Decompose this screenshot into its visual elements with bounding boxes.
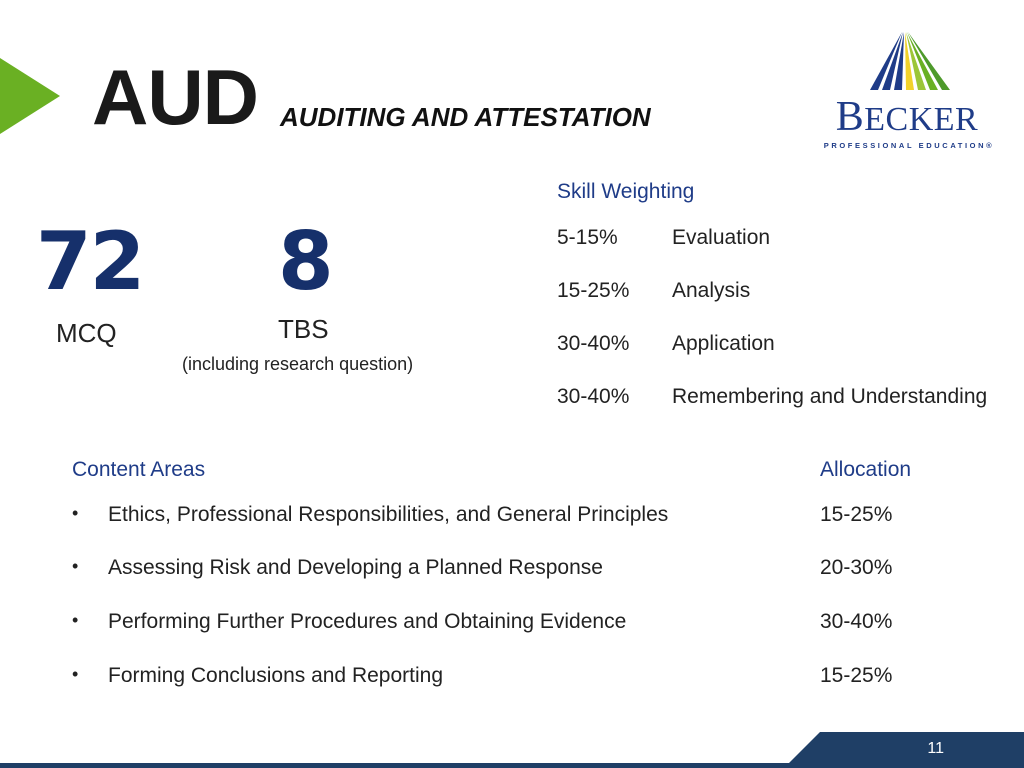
mcq-label: MCQ bbox=[56, 318, 117, 348]
content-area-name: Assessing Risk and Developing a Planned … bbox=[108, 556, 603, 579]
bullet-icon: • bbox=[72, 664, 79, 684]
logo-wordmark: BECKER bbox=[816, 96, 998, 138]
content-area-name: Forming Conclusions and Reporting bbox=[108, 664, 444, 687]
logo-mark-icon bbox=[870, 32, 950, 90]
footer-tab bbox=[784, 732, 1024, 768]
content-area-allocation: 15-25% bbox=[820, 664, 893, 687]
skill-pct: 30-40% bbox=[557, 332, 630, 355]
skill-name: Application bbox=[672, 332, 775, 355]
logo-name-rest: ECKER bbox=[864, 101, 979, 138]
skill-name: Remembering and Understanding bbox=[672, 385, 988, 408]
skill-row: 30-40% Application bbox=[557, 332, 775, 356]
list-item: • Assessing Risk and Developing a Planne… bbox=[72, 556, 972, 582]
page-title: AUD bbox=[92, 53, 259, 141]
skill-name: Evaluation bbox=[672, 226, 771, 249]
content-area-allocation: 30-40% bbox=[820, 610, 893, 633]
skill-row: 30-40% Remembering and Understanding bbox=[557, 385, 987, 409]
logo-initial: B bbox=[835, 94, 865, 140]
mcq-count: 72 bbox=[36, 215, 145, 308]
skill-name: Analysis bbox=[672, 279, 751, 302]
content-areas-heading: Content Areas bbox=[72, 458, 206, 481]
skill-row: 15-25% Analysis bbox=[557, 279, 750, 303]
skill-pct: 5-15% bbox=[557, 226, 618, 249]
becker-logo: BECKER PROFESSIONAL EDUCATION® bbox=[812, 30, 1002, 160]
bullet-icon: • bbox=[72, 556, 79, 576]
page-subtitle: AUDITING AND ATTESTATION bbox=[280, 102, 651, 132]
bullet-icon: • bbox=[72, 503, 79, 523]
tbs-note: (including research question) bbox=[182, 354, 414, 374]
content-area-name: Performing Further Procedures and Obtain… bbox=[108, 610, 627, 633]
skill-row: 5-15% Evaluation bbox=[557, 226, 770, 250]
tbs-count: 8 bbox=[278, 215, 334, 308]
skill-pct: 30-40% bbox=[557, 385, 630, 408]
content-area-name: Ethics, Professional Responsibilities, a… bbox=[108, 503, 669, 526]
skill-weighting-heading: Skill Weighting bbox=[557, 180, 695, 203]
tbs-label: TBS bbox=[278, 314, 329, 344]
content-area-allocation: 15-25% bbox=[820, 503, 893, 526]
logo-tagline: PROFESSIONAL EDUCATION® bbox=[823, 141, 995, 150]
list-item: • Performing Further Procedures and Obta… bbox=[72, 610, 972, 636]
skill-pct: 15-25% bbox=[557, 279, 630, 302]
page-number: 11 bbox=[927, 740, 944, 757]
bullet-icon: • bbox=[72, 610, 79, 630]
list-item: • Ethics, Professional Responsibilities,… bbox=[72, 503, 972, 529]
content-area-allocation: 20-30% bbox=[820, 556, 893, 579]
allocation-heading: Allocation bbox=[820, 458, 912, 481]
green-arrow-icon bbox=[0, 58, 60, 134]
list-item: • Forming Conclusions and Reporting 15-2… bbox=[72, 664, 972, 690]
footer-bar bbox=[0, 763, 1024, 768]
